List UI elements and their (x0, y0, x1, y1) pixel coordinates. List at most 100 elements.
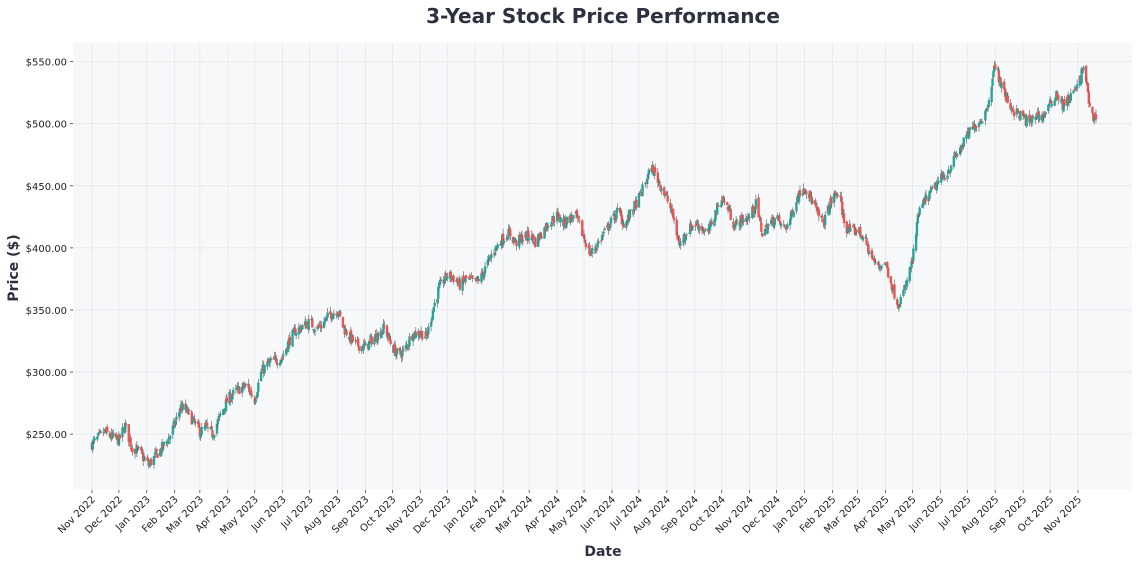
candle-up (861, 237, 865, 241)
candle-up (992, 70, 995, 77)
candle-up (91, 440, 94, 450)
candle-up (1075, 84, 1079, 89)
candle-down (131, 448, 134, 453)
candle-up (266, 361, 269, 367)
candle-up (897, 307, 901, 309)
candle-down (294, 328, 297, 336)
candle-up (984, 110, 987, 121)
candle-up (222, 409, 225, 416)
candle-up (1041, 115, 1045, 122)
candle-up (96, 436, 99, 440)
candle-down (274, 354, 277, 358)
candle-up (222, 408, 226, 410)
candle-up (313, 330, 317, 333)
candle-down (581, 220, 584, 237)
candle-up (823, 214, 827, 226)
candle-down (1003, 88, 1007, 97)
candle-down (1031, 116, 1035, 119)
candle-up (404, 345, 408, 349)
candle-down (1009, 102, 1012, 110)
candle-down (118, 434, 121, 439)
candle-up (716, 203, 719, 215)
candle-up (518, 234, 521, 248)
candle-up (446, 276, 449, 279)
candle-up (828, 206, 831, 215)
candle-up (832, 193, 836, 203)
candle-down (539, 232, 543, 238)
candle-down (1017, 111, 1020, 114)
candle-up (1048, 103, 1051, 107)
candle-up (543, 227, 546, 239)
candle-down (275, 358, 278, 364)
candle-up (1019, 110, 1022, 120)
candle-down (700, 226, 704, 231)
candle-down (136, 446, 139, 448)
candle-up (231, 389, 235, 395)
candle-up (685, 234, 688, 236)
candle-up (199, 433, 202, 438)
candle-up (268, 360, 272, 363)
candle-down (672, 217, 676, 220)
candle-up (707, 228, 710, 232)
candle-down (553, 220, 556, 222)
candle-down (298, 326, 301, 328)
candle-down (293, 327, 296, 329)
candle-down (815, 206, 819, 212)
candle-up (612, 213, 615, 217)
candle-up (326, 312, 329, 318)
candle-down (420, 331, 424, 340)
candle-down (1057, 95, 1060, 101)
candle-up (996, 68, 1000, 71)
candle-up (772, 224, 776, 228)
candle-down (398, 347, 401, 352)
candle-down (725, 202, 729, 206)
candle-down (707, 230, 711, 232)
candle-down (759, 217, 762, 222)
candle-up (297, 327, 301, 335)
candle-down (345, 330, 348, 336)
candle-down (845, 221, 848, 234)
candle-up (286, 341, 290, 352)
candle-up (527, 238, 531, 240)
candle-up (260, 369, 264, 372)
candle-up (918, 207, 921, 215)
candle-up (167, 438, 170, 445)
candle-down (458, 279, 462, 290)
candle-down (877, 262, 880, 265)
candle-down (778, 215, 781, 222)
candle-down (691, 225, 695, 227)
candle-up (908, 267, 911, 281)
candle-down (805, 190, 808, 195)
candle-down (527, 230, 530, 238)
candle-up (502, 240, 506, 244)
candle-down (520, 234, 524, 243)
candle-down (400, 356, 403, 358)
candle-up (178, 410, 182, 415)
candle-down (557, 213, 561, 221)
candle-down (1028, 114, 1031, 122)
candle-down (1094, 114, 1098, 120)
candle-down (417, 330, 420, 336)
candle-up (773, 218, 777, 225)
candle-up (660, 188, 663, 191)
candle-down (570, 215, 573, 219)
candle-up (436, 298, 439, 304)
candle-down (388, 335, 391, 341)
candle-down (778, 221, 782, 225)
candle-up (429, 322, 433, 327)
candle-down (889, 276, 893, 284)
y-axis-label: Price ($) (6, 234, 22, 301)
y-tick-label: $400.00 (26, 244, 67, 255)
candle-up (960, 145, 964, 150)
candle-down (662, 187, 666, 196)
candle-down (281, 357, 284, 359)
candle-down (666, 195, 669, 202)
candle-down (893, 284, 896, 299)
candle-up (647, 169, 651, 175)
candle-up (480, 272, 483, 283)
candle-down (464, 275, 468, 279)
candle-up (956, 154, 959, 156)
candle-down (341, 316, 345, 328)
candle-down (114, 433, 118, 439)
candle-down (357, 346, 361, 351)
